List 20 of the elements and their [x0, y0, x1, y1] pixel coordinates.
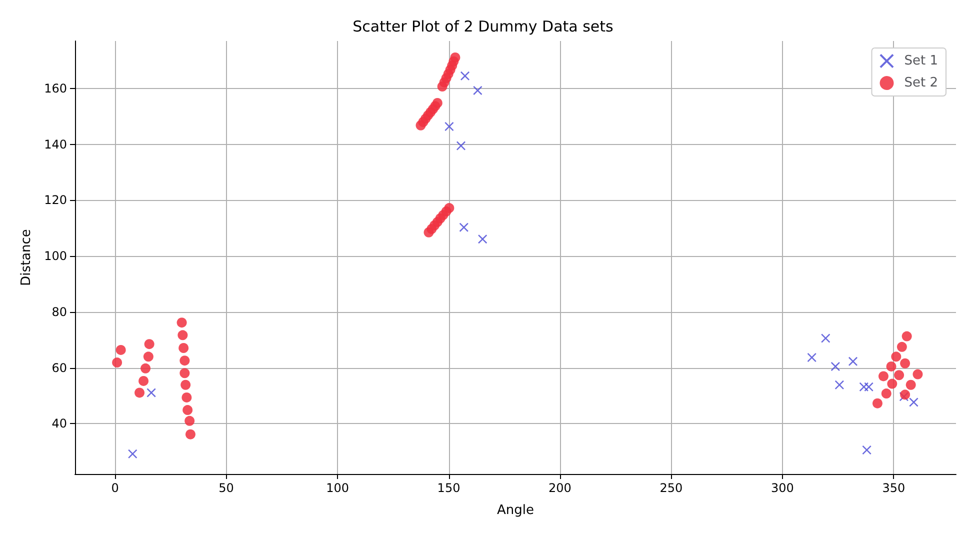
x-tick-label: 0 — [111, 481, 119, 495]
x-axis-title: Angle — [497, 503, 534, 518]
x-tick-label: 50 — [218, 481, 234, 495]
y-tick-label: 160 — [44, 81, 67, 96]
y-tick-label: 40 — [52, 416, 67, 431]
legend-label: Set 1 — [904, 54, 938, 68]
x-tick-label: 250 — [660, 481, 683, 495]
y-tick-label: 80 — [52, 304, 67, 319]
y-tick-label: 60 — [52, 360, 67, 375]
x-tick-label: 350 — [882, 481, 906, 495]
x-tick-label: 100 — [326, 481, 349, 495]
x-tick-label: 200 — [548, 481, 572, 495]
y-tick-label: 140 — [44, 137, 67, 152]
x-tick-label: 300 — [771, 481, 794, 495]
y-axis-title: Distance — [19, 229, 34, 286]
legend-label: Set 2 — [904, 76, 938, 90]
y-tick-label: 100 — [44, 249, 67, 264]
chart-title: Scatter Plot of 2 Dummy Data sets — [352, 18, 614, 36]
y-tick-label: 120 — [44, 193, 67, 208]
x-tick-label: 150 — [437, 481, 460, 495]
